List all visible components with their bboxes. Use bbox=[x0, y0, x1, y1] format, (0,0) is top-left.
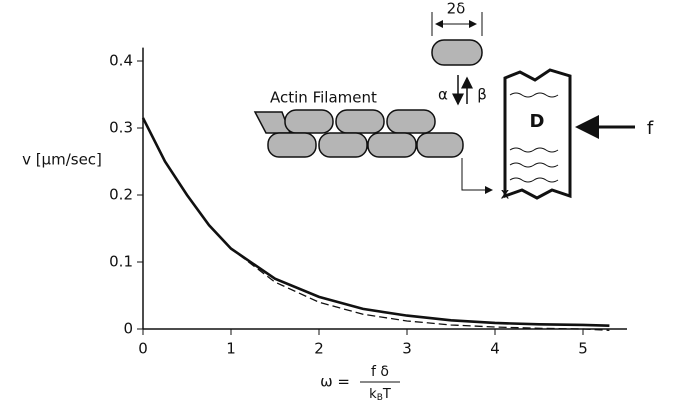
alpha-label: α bbox=[438, 86, 448, 104]
inset-diagram: Actin Filament 2δ α β D f x bbox=[253, 0, 654, 203]
x-tick-label: 4 bbox=[490, 340, 500, 358]
filament-label: Actin Filament bbox=[270, 89, 377, 107]
width-label: 2δ bbox=[447, 0, 466, 18]
y-tick-label: 0.2 bbox=[109, 186, 133, 204]
y-axis-label: v [μm/sec] bbox=[22, 151, 102, 169]
x-direction-label: x bbox=[501, 185, 510, 203]
monomer bbox=[416, 132, 464, 158]
y-tick-label: 0.4 bbox=[109, 52, 133, 70]
y-tick-label: 0 bbox=[123, 320, 133, 338]
monomer bbox=[284, 109, 334, 134]
load-label: D bbox=[530, 111, 545, 132]
force-label: f bbox=[647, 118, 654, 139]
x-tick-label: 3 bbox=[402, 340, 412, 358]
load-texture bbox=[509, 92, 559, 183]
x-tick-label: 2 bbox=[314, 340, 324, 358]
x-axis-label: kBT bbox=[369, 387, 391, 403]
monomer bbox=[367, 132, 417, 158]
free-monomer bbox=[431, 39, 483, 66]
x-direction bbox=[461, 158, 493, 194]
data-line bbox=[141, 117, 610, 327]
x-tick-label: 5 bbox=[578, 340, 588, 358]
x-tick-label: 0 bbox=[138, 340, 148, 358]
load-object bbox=[503, 68, 572, 200]
monomer bbox=[318, 132, 368, 158]
x-axis-label: ω = bbox=[320, 373, 350, 391]
y-tick-label: 0.3 bbox=[109, 119, 133, 137]
monomer bbox=[335, 109, 385, 134]
x-tick-label: 1 bbox=[226, 340, 236, 358]
monomer bbox=[386, 109, 436, 134]
monomer bbox=[267, 132, 317, 158]
y-tick-label: 0.1 bbox=[109, 253, 133, 271]
beta-label: β bbox=[477, 86, 487, 104]
x-axis-label: f δ bbox=[371, 364, 389, 380]
